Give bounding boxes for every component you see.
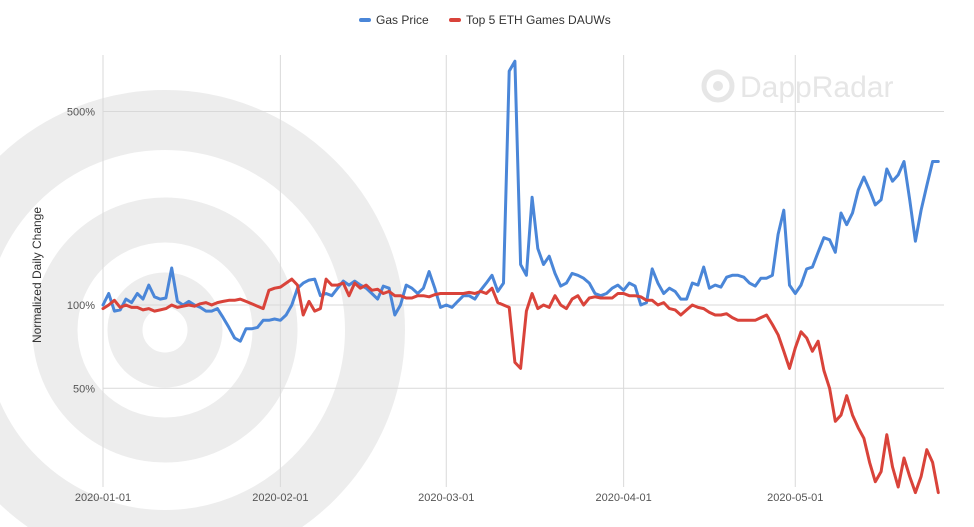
x-tick-label: 2020-02-01 [252, 492, 308, 504]
legend-item-gas-price[interactable]: Gas Price [359, 13, 429, 27]
x-tick-label: 2020-01-01 [75, 492, 131, 504]
watermark-logo: DappRadar [701, 69, 893, 104]
legend-label-eth-games: Top 5 ETH Games DAUWs [466, 13, 611, 27]
series-line-gas-price [101, 59, 940, 343]
y-tick-label: 500% [67, 107, 95, 119]
y-tick-label: 50% [73, 383, 95, 395]
watermark-text: DappRadar [740, 71, 893, 104]
grid [102, 55, 944, 487]
y-tick-label: 100% [67, 300, 95, 312]
legend-swatch-gas-price [359, 18, 371, 22]
legend-swatch-eth-games [449, 18, 461, 22]
watermark-shape [0, 90, 405, 527]
legend-item-eth-games[interactable]: Top 5 ETH Games DAUWs [449, 13, 611, 27]
axis-labels: 50% 100% 500% 2020-01-01 2020-02-01 2020-03-0… [67, 107, 824, 504]
x-tick-label: 2020-04-01 [595, 492, 651, 504]
legend: Gas Price Top 5 ETH Games DAUWs [359, 13, 611, 27]
x-tick-label: 2020-03-01 [418, 492, 474, 504]
x-tick-label: 2020-05-01 [767, 492, 823, 504]
series-layer [101, 59, 940, 495]
legend-label-gas-price: Gas Price [376, 13, 429, 27]
y-axis-title: Normalized Daily Change [30, 207, 44, 343]
series-line-top-5-eth-games-dauws [101, 277, 940, 495]
